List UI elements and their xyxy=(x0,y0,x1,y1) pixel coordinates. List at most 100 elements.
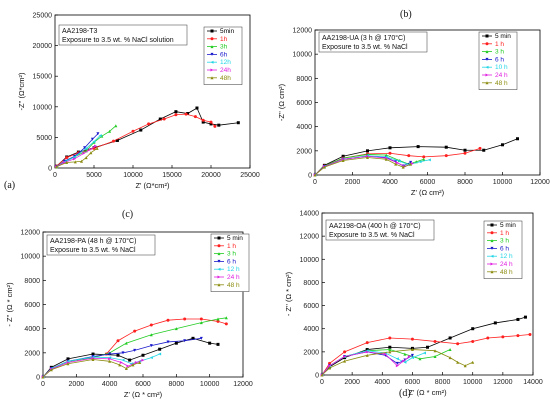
data-point xyxy=(384,155,388,159)
data-point xyxy=(418,160,422,164)
data-point xyxy=(66,357,70,361)
legend-label: 3 h xyxy=(500,238,509,245)
info-line: Exposure to 3.5 wt. % NaCl xyxy=(322,44,408,51)
x-tick-label: 4000 xyxy=(382,179,398,186)
x-tick-label: 6000 xyxy=(420,179,436,186)
data-point xyxy=(195,106,199,110)
info-line: AA2198-OA (400 h @ 170°C) xyxy=(329,222,421,230)
data-point xyxy=(124,341,128,345)
legend-marker xyxy=(217,267,221,271)
data-point xyxy=(418,357,422,361)
y-tick-label: 0 xyxy=(308,173,312,180)
data-point xyxy=(216,317,220,321)
data-point xyxy=(65,156,69,160)
info-line: Exposure to 3.5 wt. % NaCl solution xyxy=(62,37,174,44)
data-point xyxy=(433,339,437,343)
data-point xyxy=(90,137,94,141)
data-point xyxy=(456,360,460,364)
y-tick-label: 2000 xyxy=(296,148,312,155)
data-point xyxy=(463,148,467,152)
data-point xyxy=(516,137,519,141)
data-point xyxy=(139,128,143,132)
data-point xyxy=(121,351,125,355)
data-point xyxy=(174,327,178,331)
data-point xyxy=(395,357,399,361)
x-tick-label: 14000 xyxy=(523,379,543,386)
data-point xyxy=(409,160,413,164)
x-tick-label: 8000 xyxy=(457,179,473,186)
x-tick-label: 10000 xyxy=(493,179,513,186)
data-point xyxy=(174,341,178,345)
y-tick-label: 0 xyxy=(36,375,40,382)
legend-marker xyxy=(490,270,494,274)
data-point xyxy=(213,124,217,128)
data-point xyxy=(343,359,347,363)
x-tick-label: 10000 xyxy=(200,381,220,388)
data-point xyxy=(84,146,88,150)
data-point xyxy=(166,318,170,322)
data-point xyxy=(482,148,486,152)
legend-marker xyxy=(210,76,214,80)
x-tick-label: 2000 xyxy=(344,379,360,386)
data-point xyxy=(217,123,221,127)
legend-marker xyxy=(485,73,489,77)
data-point xyxy=(162,117,166,121)
y-tick-label: 10000 xyxy=(33,104,53,111)
data-point xyxy=(108,357,112,361)
x-tick-label: 2000 xyxy=(69,381,85,388)
data-point xyxy=(384,157,388,161)
data-point xyxy=(119,361,123,364)
legend-marker xyxy=(485,65,489,69)
legend-marker xyxy=(490,223,494,227)
y-tick-label: 5000 xyxy=(36,135,52,142)
legend-marker xyxy=(490,254,494,258)
data-point xyxy=(49,368,53,372)
data-point xyxy=(313,173,317,177)
data-point xyxy=(328,361,332,365)
data-point xyxy=(131,129,135,133)
data-point xyxy=(224,322,228,326)
legend-marker xyxy=(217,275,221,279)
chart-panel-a: 0 5000 10000 15000 20000 25000 0 5000 10000 15000… xyxy=(17,13,260,191)
legend-marker xyxy=(210,52,214,56)
legend-label: 3 h xyxy=(227,251,236,258)
x-tick-label: 20000 xyxy=(201,172,221,179)
data-point xyxy=(516,334,520,338)
data-point xyxy=(471,339,475,343)
legend-marker xyxy=(217,236,221,240)
legend-label: 3h xyxy=(220,44,228,51)
data-point xyxy=(444,154,448,158)
data-point xyxy=(501,143,504,147)
panel-a-label: (a) xyxy=(4,180,15,191)
data-point xyxy=(328,366,332,370)
x-tick-label: 15000 xyxy=(162,172,182,179)
data-point xyxy=(131,363,135,367)
data-point xyxy=(201,118,205,122)
data-point xyxy=(126,364,130,368)
data-point xyxy=(388,151,392,155)
data-point xyxy=(128,358,132,362)
legend-label: 10 h xyxy=(495,64,508,71)
legend-label: 48h xyxy=(220,75,231,82)
legend-marker xyxy=(210,45,214,49)
legend-label: 1 h xyxy=(227,243,236,250)
data-point xyxy=(65,160,69,164)
data-point xyxy=(88,148,92,152)
data-point xyxy=(183,339,187,343)
series-line xyxy=(56,113,216,167)
panel-b-label: (b) xyxy=(400,9,412,20)
x-axis-label: Z' (Ω * cm²) xyxy=(124,390,163,399)
legend-label: 5 min xyxy=(495,33,511,40)
data-point xyxy=(407,354,411,358)
data-point xyxy=(403,352,407,356)
data-point xyxy=(395,361,399,365)
series-line xyxy=(42,318,227,378)
x-tick-label: 12000 xyxy=(493,379,513,386)
data-point xyxy=(365,349,369,353)
info-line: AA2198-T3 xyxy=(62,28,98,35)
data-point xyxy=(116,353,120,357)
legend-label: 24h xyxy=(220,67,231,74)
legend-label: 1 h xyxy=(495,41,504,48)
legend-label: 48 h xyxy=(500,269,513,276)
legend-label: 12 h xyxy=(227,266,240,273)
